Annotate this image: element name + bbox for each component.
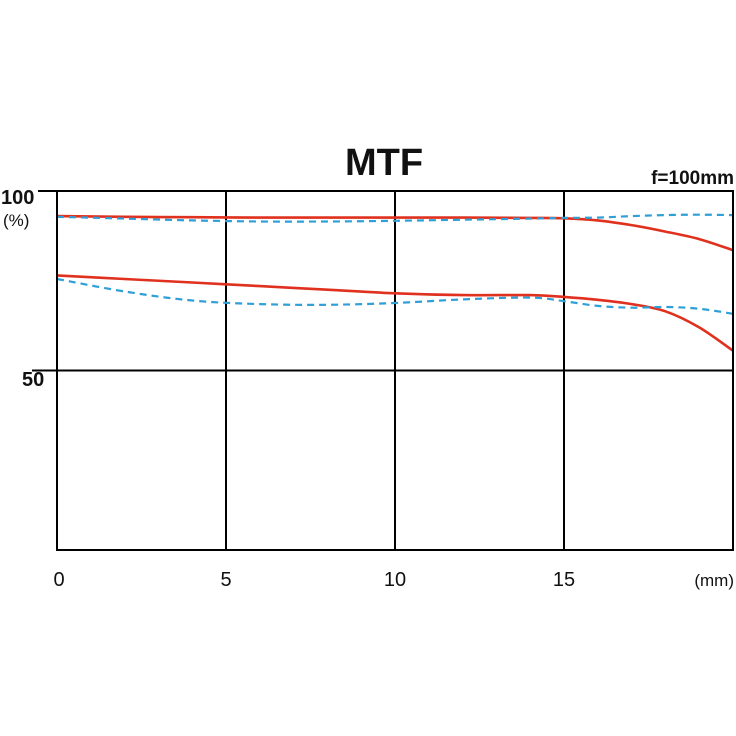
plot-frame [56,190,734,551]
series-lines [56,213,734,352]
x-tick-label: 10 [384,569,406,591]
series-line-1-solid [56,214,734,252]
chart-title: MTF [345,142,423,184]
series-line-3-solid [56,274,734,352]
grid [32,190,733,550]
series-line-4-dashed [56,277,734,315]
y-axis-label: (%) [3,211,29,230]
y-tick-label-50: 50 [22,369,44,391]
y-tick-label-100: 100 [1,187,34,209]
series-line-2-dashed [56,213,734,223]
x-tick-labels: 0 5 10 15 [53,569,575,591]
chart-subtitle: f=100mm [651,168,734,189]
x-axis-label: (mm) [694,571,734,590]
x-tick-label: 0 [53,569,64,591]
x-tick-label: 15 [553,569,575,591]
x-tick-label: 5 [220,569,231,591]
